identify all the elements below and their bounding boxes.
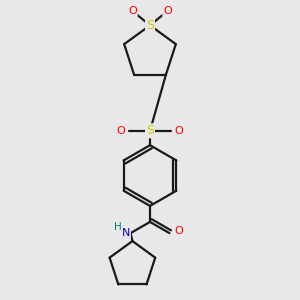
Text: N: N <box>122 228 130 238</box>
Text: O: O <box>128 6 137 16</box>
Text: O: O <box>117 126 126 136</box>
Text: O: O <box>174 126 183 136</box>
Text: H: H <box>114 222 122 232</box>
Text: O: O <box>163 6 172 16</box>
Text: S: S <box>146 19 154 32</box>
Text: S: S <box>146 124 154 137</box>
Text: O: O <box>174 226 183 236</box>
